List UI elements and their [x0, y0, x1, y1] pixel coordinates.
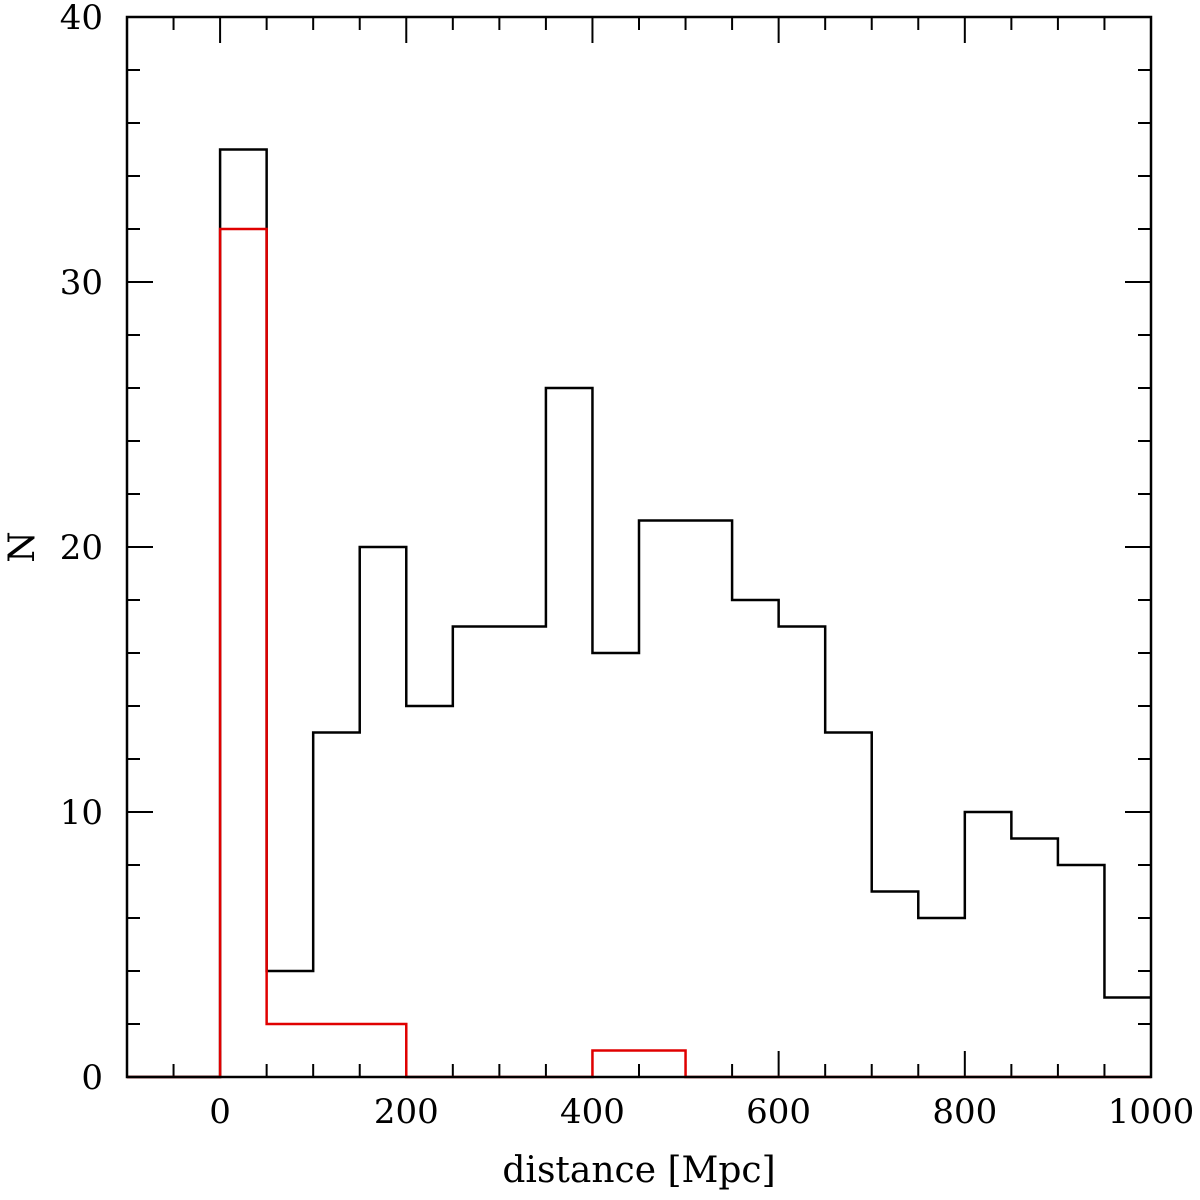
minor-ticks	[126, 17, 1151, 1077]
histogram-bin	[592, 1051, 639, 1078]
y-tick-label: 0	[81, 1058, 103, 1098]
histogram-bin	[453, 627, 500, 1078]
histogram-bin	[639, 1051, 686, 1078]
histogram-bin	[965, 812, 1012, 1077]
histogram-bin	[779, 627, 826, 1078]
histogram-bin	[872, 892, 919, 1078]
histogram-bin	[313, 1024, 360, 1077]
histogram-bin	[1011, 839, 1058, 1078]
histogram-bin	[825, 733, 872, 1078]
histogram-bin	[639, 521, 686, 1078]
y-axis-title: N	[2, 531, 43, 563]
y-tick-label: 10	[60, 793, 103, 833]
y-tick-labels: 0 10 20 30 40	[60, 0, 103, 1098]
plot-frame	[125, 15, 1153, 1079]
histogram-bin	[267, 1024, 314, 1077]
histogram-bin	[1058, 865, 1105, 1077]
x-axis-title: distance [Mpc]	[502, 1150, 775, 1191]
histogram-bin	[686, 521, 733, 1078]
x-tick-label: 0	[209, 1092, 231, 1132]
x-tick-label: 800	[932, 1092, 997, 1132]
y-tick-label: 40	[60, 0, 103, 38]
histogram-series-1	[127, 148, 1151, 1079]
histogram-bin	[313, 733, 360, 1078]
histogram-bin	[360, 1024, 407, 1077]
histogram-bin	[592, 653, 639, 1077]
histogram-bin	[546, 388, 593, 1077]
histogram-bin	[732, 600, 779, 1077]
series-layer	[127, 148, 1151, 1079]
y-tick-label: 20	[60, 528, 103, 568]
x-tick-label: 400	[560, 1092, 625, 1132]
histogram-bin	[406, 706, 453, 1077]
histogram-bin	[918, 918, 965, 1077]
histogram-bin	[360, 547, 407, 1077]
histogram-bin	[220, 150, 267, 1078]
histogram-bin	[1104, 998, 1151, 1078]
histogram-bin	[499, 627, 546, 1078]
y-tick-label: 30	[60, 263, 103, 303]
histogram-bin	[220, 229, 267, 1077]
x-tick-label: 200	[374, 1092, 439, 1132]
x-tick-labels: 0 200 400 600 800 1000	[209, 1092, 1194, 1132]
x-tick-label: 1000	[1108, 1092, 1195, 1132]
x-tick-label: 600	[746, 1092, 811, 1132]
histogram-series-1-outline	[127, 148, 1151, 1079]
